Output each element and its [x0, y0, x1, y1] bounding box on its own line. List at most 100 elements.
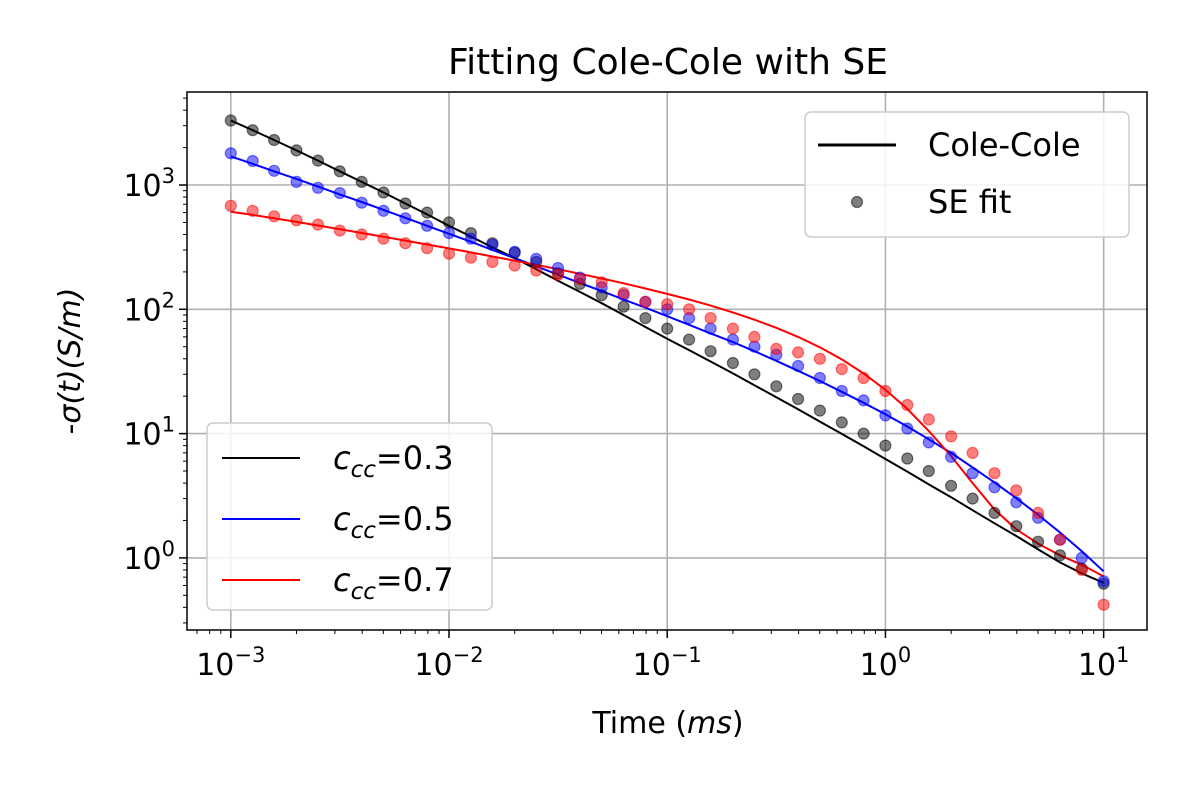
fit-point-1 [268, 133, 281, 147]
fit-point-2 [486, 238, 499, 251]
fit-point-2 [224, 147, 237, 160]
fit-point-2 [464, 232, 477, 245]
fit-point-1 [333, 165, 346, 178]
fit-point-2 [508, 245, 521, 258]
fit-point-2 [268, 164, 281, 177]
fit-point-2 [857, 394, 870, 407]
fit-point-2 [704, 322, 717, 335]
fit-point-3 [551, 268, 565, 281]
fit-point-1 [311, 154, 325, 167]
fit-point-3 [682, 303, 696, 316]
x-tick-label: 100 [860, 643, 912, 683]
legend-series-label-3: ccc=0.7 [333, 561, 454, 605]
fit-point-1 [966, 492, 979, 505]
series-line-2 [230, 155, 1105, 573]
fit-point-3 [966, 446, 979, 459]
fit-point-3 [486, 255, 499, 269]
fit-point-2 [442, 227, 456, 240]
fit-point-3 [595, 276, 608, 289]
fit-point-3 [508, 259, 521, 272]
legend-style-label-marker: SE fit [928, 183, 1011, 221]
legend-series-label-main: c [333, 561, 351, 599]
x-tick-label-base: 10 [1078, 648, 1116, 683]
fit-point-2 [333, 187, 346, 200]
fit-point-2 [1010, 496, 1023, 509]
fit-point-1 [791, 392, 805, 406]
y-tick-label-base: 10 [123, 293, 161, 328]
fit-point-3 [355, 228, 368, 241]
x-axis-label-prefix: Time ( [591, 706, 687, 741]
fit-point-3 [290, 214, 303, 227]
fit-point-3 [464, 251, 477, 264]
fit-point-3 [922, 413, 935, 426]
x-tick-label-base: 10 [633, 648, 671, 683]
fit-point-3 [857, 371, 870, 385]
fit-point-3 [442, 247, 456, 260]
fit-point-2 [901, 422, 914, 435]
fit-point-2 [377, 204, 390, 217]
x-tick-label-base: 10 [414, 648, 452, 683]
fit-point-3 [1010, 484, 1023, 497]
fit-point-1 [726, 356, 740, 370]
fit-point-2 [966, 467, 979, 480]
fit-point-1 [813, 404, 827, 417]
fit-point-1 [399, 197, 412, 210]
fit-point-1 [1010, 520, 1023, 533]
fit-point-3 [246, 204, 259, 217]
fit-point-3 [1097, 598, 1110, 611]
x-tick-label-base: 10 [860, 648, 898, 683]
fit-point-3 [268, 210, 281, 223]
fit-point-3 [617, 287, 630, 300]
fit-point-3 [1031, 506, 1045, 520]
fit-point-3 [377, 232, 390, 245]
y-axis-label-prefix: - [53, 424, 88, 435]
x-axis-label-unit: ms [687, 706, 732, 741]
fit-point-1 [879, 439, 892, 452]
series-line-3 [230, 210, 1105, 578]
x-tick-label-exp: 0 [898, 643, 911, 667]
legend-series-label-value: =0.3 [376, 439, 454, 477]
x-tick-label: 10−3 [196, 643, 265, 683]
fit-point-1 [922, 464, 935, 478]
fit-point-1 [421, 206, 434, 219]
legend-series-label-main: c [333, 439, 351, 477]
fit-point-3 [879, 384, 892, 398]
fit-point-3 [748, 330, 761, 343]
legend-series-label-value: =0.5 [376, 500, 454, 538]
fit-point-1 [224, 114, 237, 127]
fit-point-3 [944, 430, 958, 443]
fit-point-1 [442, 216, 456, 229]
y-tick-label-exp: 3 [162, 164, 175, 188]
fit-point-2 [726, 333, 740, 346]
fit-point-2 [988, 481, 1001, 494]
y-tick-label-base: 10 [123, 542, 161, 577]
fit-point-3 [399, 237, 412, 250]
fit-point-3 [704, 312, 717, 325]
fit-point-2 [922, 436, 935, 449]
legend-style: Cole-Cole SE fit [804, 111, 1130, 238]
fit-point-2 [791, 359, 805, 373]
fit-point-2 [399, 212, 412, 225]
fit-point-1 [704, 345, 717, 358]
fit-point-3 [333, 224, 346, 237]
fit-point-2 [311, 181, 325, 194]
x-minor-ticks [196, 630, 1095, 634]
fit-point-1 [988, 506, 1001, 520]
fit-point-1 [290, 144, 303, 157]
fit-point-3 [1053, 533, 1067, 546]
fit-point-3 [311, 218, 325, 231]
fit-point-3 [835, 363, 848, 376]
legend-series-label-2: ccc=0.5 [333, 500, 454, 544]
legend-series-box [206, 422, 493, 611]
legend-series-label-sub: cc [351, 457, 377, 483]
fit-point-1 [857, 427, 870, 440]
y-tick-label-exp: 2 [162, 288, 175, 312]
x-tick-label: 10−1 [633, 643, 702, 683]
fit-point-1 [355, 175, 368, 188]
x-tick-label: 101 [1078, 643, 1130, 683]
fit-point-1 [748, 368, 761, 381]
legend-series-label-sub: cc [351, 518, 377, 544]
y-axis-label-quantity: σ(t)(S/m) [53, 288, 88, 424]
